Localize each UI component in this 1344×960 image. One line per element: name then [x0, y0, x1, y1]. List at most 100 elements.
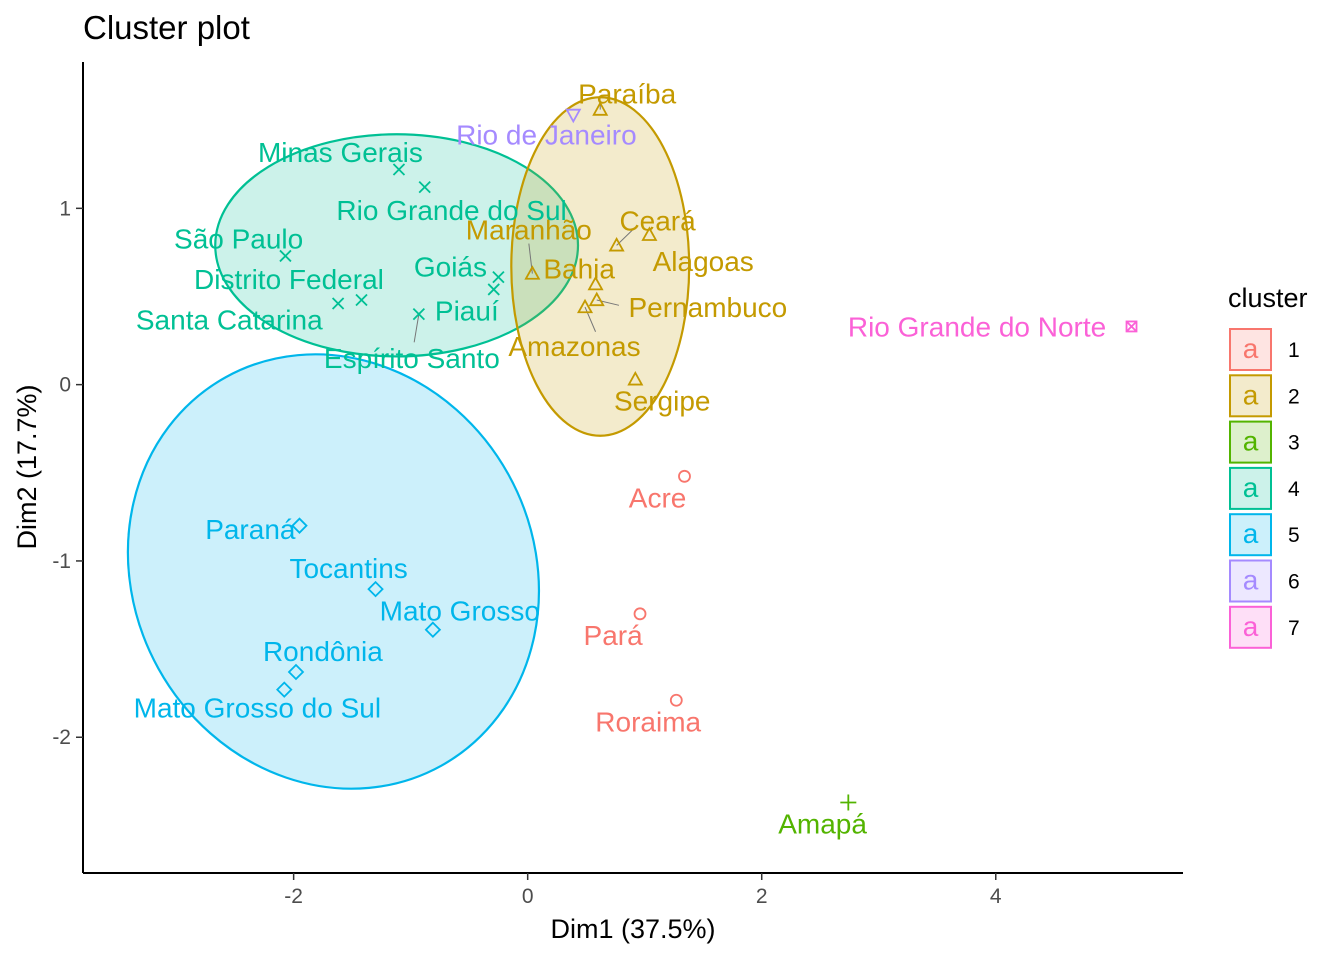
legend-title: cluster [1228, 283, 1308, 313]
cluster-2-ellipse [510, 96, 691, 437]
point-rio-grande-do-norte [1125, 320, 1138, 333]
point-roraima [669, 693, 683, 707]
x-tick-label: 2 [756, 885, 768, 908]
label-amazonas: Amazonas [508, 331, 640, 362]
data-points [276, 101, 1138, 811]
legend-key-glyph: a [1243, 472, 1259, 503]
label-rio-de-janeiro: Rio de Janeiro [456, 119, 637, 150]
legend-key-glyph: a [1243, 565, 1259, 596]
label-para: Pará [584, 620, 644, 651]
label-parana: Paraná [205, 514, 296, 545]
x-tick-label: 0 [522, 885, 534, 908]
point-parana [291, 517, 308, 534]
point-para [633, 607, 647, 621]
label-rondonia: Rondônia [263, 636, 383, 667]
point-bahia [587, 275, 604, 291]
point-piaui [487, 283, 500, 296]
label-distrito-federal: Distrito Federal [194, 264, 384, 295]
leader-line [584, 306, 597, 332]
label-amapa: Amapá [778, 809, 867, 840]
y-axis-ticks: 1 0 -1 -2 [52, 197, 83, 749]
legend-key-glyph: a [1243, 518, 1259, 549]
legend: cluster a 1a 2a 3a 4a 5a 6a 7 [1228, 283, 1308, 649]
x-axis-title: Dim1 (37.5%) [550, 914, 715, 944]
label-alagoas: Alagoas [653, 246, 754, 277]
legend-key [1229, 466, 1272, 510]
label-sao-paulo: São Paulo [174, 223, 303, 254]
label-piaui: Piauí [435, 296, 499, 327]
legend-label: 4 [1288, 478, 1300, 501]
legend-key [1229, 420, 1272, 464]
y-tick-label: 0 [59, 374, 71, 397]
y-tick-label: -1 [52, 550, 71, 573]
label-espirito-santo: Espírito Santo [324, 343, 500, 374]
point-minas-gerais [392, 163, 406, 176]
label-roraima: Roraima [595, 706, 701, 737]
label-mato-grosso-do-sul: Mato Grosso do Sul [134, 692, 381, 723]
cluster-4-ellipse [214, 133, 580, 358]
x-axis-ticks: -2 0 2 4 [284, 873, 1002, 908]
label-santa-catarina: Santa Catarina [136, 304, 323, 335]
point-paraiba [592, 101, 609, 116]
legend-key-glyph: a [1243, 611, 1259, 642]
label-rio-grande-do-sul: Rio Grande do Sul [336, 195, 566, 226]
point-goias [492, 270, 505, 284]
point-distrito-federal [355, 293, 368, 307]
y-axis-title: Dim2 (17.7%) [12, 384, 42, 549]
point-sao-paulo [279, 249, 292, 263]
label-minas-gerais: Minas Gerais [258, 137, 423, 168]
point-ceara [608, 237, 625, 252]
point-mato-grosso-do-sul [276, 681, 293, 698]
legend-label: 2 [1288, 385, 1300, 408]
legend-key [1229, 374, 1272, 418]
y-tick-label: -2 [52, 726, 71, 749]
point-espirito-santo [412, 307, 425, 321]
cluster-ellipses [126, 96, 691, 790]
point-amazonas [576, 298, 594, 314]
label-rio-grande-do-norte: Rio Grande do Norte [848, 311, 1106, 342]
label-tocantins: Tocantins [289, 553, 407, 584]
point-rio-de-janeiro [565, 108, 582, 124]
legend-key [1229, 605, 1272, 649]
label-goias: Goiás [414, 252, 487, 283]
label-mato-grosso: Mato Grosso [380, 595, 540, 626]
legend-key [1229, 328, 1272, 371]
x-tick-label: 4 [990, 885, 1002, 908]
label-maranhao: Maranhão [466, 214, 592, 245]
label-acre: Acre [629, 482, 687, 513]
legend-label: 7 [1288, 617, 1300, 640]
point-amapa [840, 794, 857, 811]
legend-key [1229, 513, 1272, 557]
point-rio-grande-do-sul [418, 181, 431, 194]
point-santa-catarina [331, 297, 345, 310]
y-tick-label: 1 [59, 197, 71, 220]
legend-label: 3 [1288, 432, 1300, 455]
legend-label: 5 [1288, 524, 1300, 547]
legend-key-glyph: a [1243, 379, 1259, 410]
leader-line [413, 314, 420, 343]
x-tick-label: -2 [284, 885, 303, 908]
label-ceara: Ceará [619, 206, 696, 237]
point-alagoas [641, 226, 658, 241]
point-sergipe [627, 370, 644, 386]
legend-label: 6 [1288, 571, 1300, 594]
legend-key-glyph: a [1243, 426, 1259, 457]
label-bahia: Bahia [543, 253, 615, 284]
legend-label: 1 [1288, 339, 1300, 362]
point-acre [678, 469, 691, 483]
point-maranhao [524, 265, 541, 280]
label-paraiba: Paraíba [578, 79, 676, 110]
cluster-5-ellipse [126, 353, 541, 790]
point-labels: Acre Pará Roraima Paraíba Ceará Alagoas Maranh… [134, 79, 1107, 840]
point-tocantins [367, 580, 384, 598]
legend-key [1229, 559, 1272, 603]
point-rondonia [287, 663, 305, 681]
